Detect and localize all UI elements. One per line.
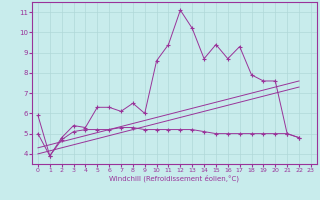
X-axis label: Windchill (Refroidissement éolien,°C): Windchill (Refroidissement éolien,°C): [109, 175, 239, 182]
